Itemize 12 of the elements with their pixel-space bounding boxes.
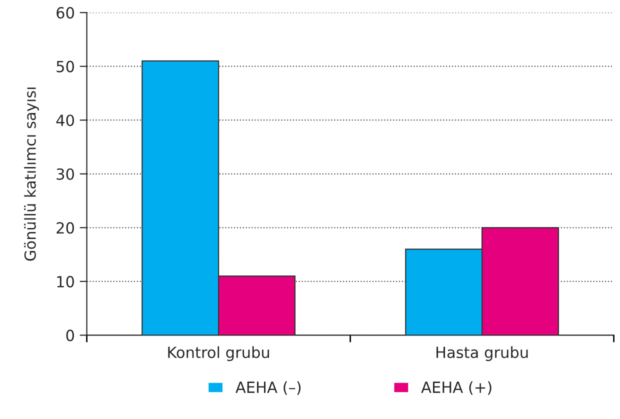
y-tick-label: 10 (57, 276, 74, 288)
y-axis-title: Gönüllü katılımcı sayısı (24, 88, 39, 261)
y-tick-label: 60 (56, 7, 74, 19)
x-tick-label: Kontrol grubu (168, 346, 270, 362)
y-tick-label: 0 (66, 330, 74, 342)
x-tick-label: Hasta grubu (436, 346, 528, 362)
y-tick-label: 50 (56, 60, 74, 72)
legend-label: AEHA (–) (236, 381, 301, 395)
y-tick-label: 30 (56, 168, 74, 180)
y-tick-label: 20 (56, 222, 74, 234)
legend-label: AEHA (+) (421, 381, 492, 395)
y-tick-label: 40 (56, 114, 74, 126)
